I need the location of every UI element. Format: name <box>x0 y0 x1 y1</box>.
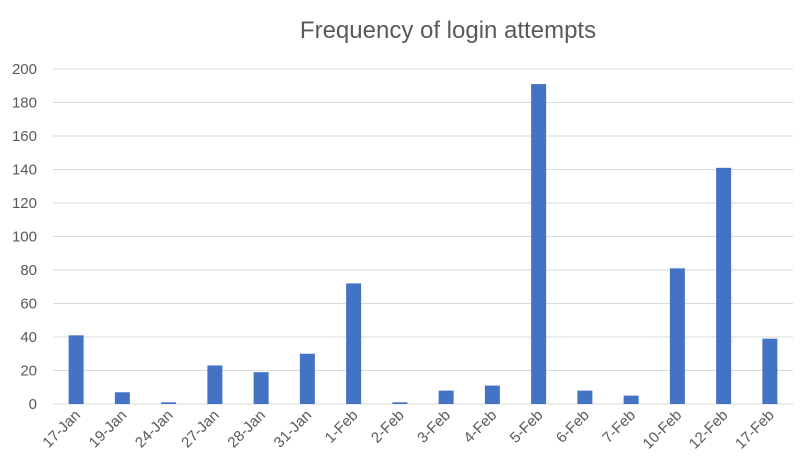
x-tick-label: 17-Jan <box>39 407 83 451</box>
x-tick-label: 24-Jan <box>132 407 176 451</box>
x-tick-label: 12-Feb <box>686 407 732 453</box>
x-tick-label: 27-Jan <box>178 407 222 451</box>
chart-title: Frequency of login attempts <box>300 17 596 44</box>
bar-27-jan <box>207 365 223 404</box>
bar-5-feb <box>531 84 547 404</box>
bar-1-feb <box>346 283 362 404</box>
x-tick-label: 19-Jan <box>86 407 130 451</box>
y-tick-label: 140 <box>12 162 37 179</box>
bar-24-jan <box>161 402 177 404</box>
y-tick-label: 60 <box>20 296 37 313</box>
y-tick-label: 0 <box>29 396 37 413</box>
bars <box>68 84 778 404</box>
y-tick-label: 160 <box>12 128 37 145</box>
bar-28-jan <box>253 372 269 404</box>
x-tick-label: 1-Feb <box>322 407 362 447</box>
y-tick-label: 40 <box>20 329 37 346</box>
bar-2-feb <box>392 402 408 404</box>
x-tick-label: 17-Feb <box>732 407 778 453</box>
y-tick-label: 80 <box>20 262 37 279</box>
bar-12-feb <box>716 167 732 404</box>
x-tick-label: 4-Feb <box>460 407 500 447</box>
bar-7-feb <box>623 395 639 404</box>
bar-17-feb <box>762 338 778 404</box>
bar-31-jan <box>299 353 315 404</box>
bar-6-feb <box>577 390 593 404</box>
y-tick-label: 100 <box>12 229 37 246</box>
y-tick-label: 180 <box>12 95 37 112</box>
x-tick-label: 2-Feb <box>368 407 408 447</box>
y-tick-label: 200 <box>12 61 37 78</box>
x-tick-label: 6-Feb <box>553 407 593 447</box>
y-axis-tick-labels: 0 20 40 60 80 100 120 140 160 180 200 <box>12 61 37 413</box>
y-tick-label: 20 <box>20 363 37 380</box>
x-tick-label: 3-Feb <box>414 407 454 447</box>
bar-4-feb <box>484 385 500 404</box>
x-tick-label: 5-Feb <box>507 407 547 447</box>
x-tick-label: 10-Feb <box>640 407 686 453</box>
y-tick-label: 120 <box>12 195 37 212</box>
bar-3-feb <box>438 390 454 404</box>
bar-17-jan <box>68 335 84 404</box>
bar-10-feb <box>669 268 685 404</box>
x-tick-label: 7-Feb <box>599 407 639 447</box>
x-tick-label: 28-Jan <box>224 407 268 451</box>
x-tick-label: 31-Jan <box>271 407 315 451</box>
gridlines <box>53 68 793 405</box>
bar-19-jan <box>114 392 130 404</box>
x-axis-tick-labels: 17-Jan 19-Jan 24-Jan 27-Jan 28-Jan 31-Jan 1-Fe… <box>39 407 777 453</box>
